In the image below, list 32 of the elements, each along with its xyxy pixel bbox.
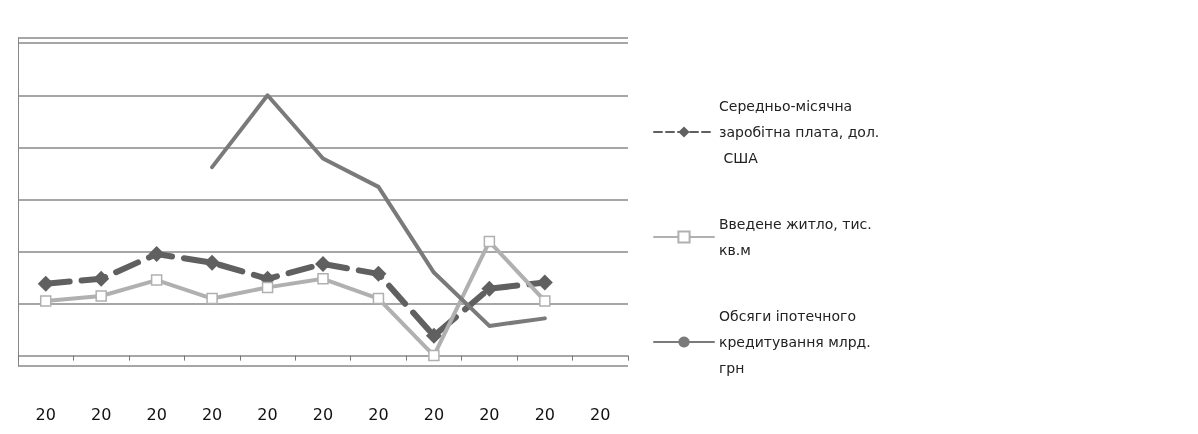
x-tick-label: 20 [146, 404, 167, 424]
point [93, 270, 110, 287]
legend-label: Середньо-місячна заробітна плата, дол. США [719, 98, 880, 166]
legend-label: Обсяги іпотечного кредитування млрд. грн [719, 308, 876, 376]
x-tick-label: 20 [201, 404, 223, 424]
point [539, 295, 551, 307]
point [261, 281, 274, 294]
point [95, 290, 107, 302]
point [425, 327, 442, 344]
x-tick-label: 20 [257, 404, 278, 424]
point [372, 292, 385, 305]
x-tick-label: 20 [368, 404, 389, 424]
x-tick-label: 20 [35, 404, 56, 424]
point [39, 295, 52, 307]
point [317, 273, 329, 285]
point [148, 246, 165, 263]
point [37, 275, 54, 292]
point [204, 254, 221, 271]
point [150, 274, 163, 286]
x-tick-label: 20 [91, 404, 112, 424]
point [315, 255, 331, 272]
point [428, 349, 440, 362]
point [206, 292, 218, 305]
x-tick-label: 20 [590, 404, 611, 424]
point [370, 265, 387, 282]
x-tick-label: 20 [534, 404, 555, 424]
point [483, 235, 496, 248]
x-tick-label: 20 [423, 404, 445, 424]
legend-label: Введене житло, тис. кв.м [719, 216, 877, 258]
x-tick-label: 20 [479, 404, 500, 424]
point [536, 274, 553, 291]
x-tick-label: 20 [312, 404, 334, 424]
